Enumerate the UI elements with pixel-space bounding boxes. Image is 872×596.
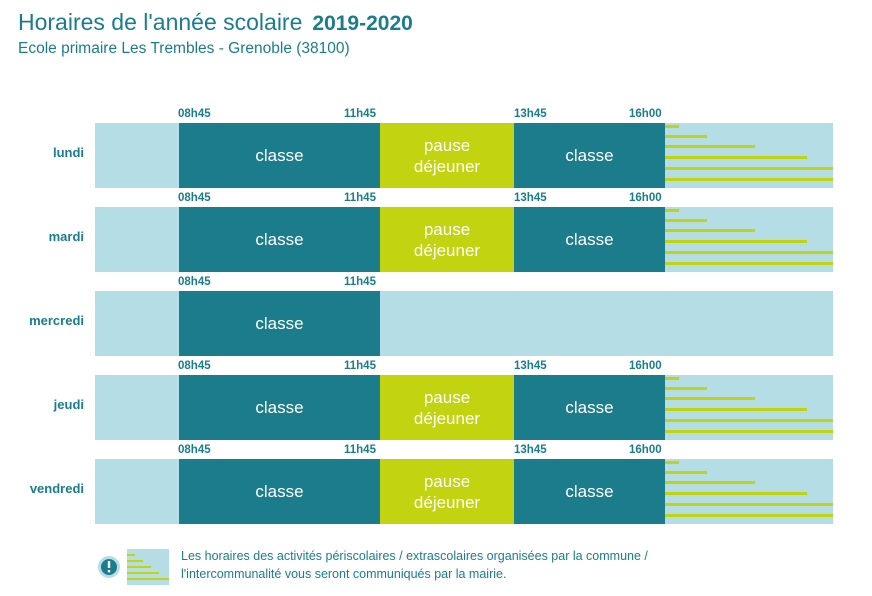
lunch-break-block-label: pause déjeuner [413,387,481,428]
afternoon-class-block-label: classe [565,398,614,417]
afternoon-class-block-label: classe [565,482,614,501]
day-row: classe pause déjeuner classe [95,375,833,440]
periscolaire-bar [665,167,833,170]
title-text: Horaires de l'année scolaire [18,9,303,35]
time-marker: 13h45 [514,108,547,120]
lunch-break-block-label: pause déjeuner [413,135,481,176]
morning-class-block: classe [179,123,380,188]
time-marker: 13h45 [514,444,547,456]
day-label: jeudi [53,397,84,412]
morning-class-block: classe [179,291,380,356]
lunch-break-block: pause déjeuner [380,459,514,524]
time-marker: 11h45 [344,108,376,120]
periscolaire-bar [665,251,833,254]
morning-class-block-label: classe [255,398,304,417]
periscolaire-bar [665,408,807,411]
time-marker: 08h45 [178,276,211,288]
morning-class-block-label: classe [255,146,304,165]
periscolaire-bar [665,430,833,433]
time-marker: 08h45 [178,192,211,204]
morning-class-block: classe [179,459,380,524]
periscolaire-bar [665,156,807,159]
periscolaire-bar [665,209,679,212]
periscolaire-bar [665,503,833,506]
page-subtitle: Ecole primaire Les Trembles - Grenoble (… [18,40,350,57]
lunch-break-block-label: pause déjeuner [413,471,481,512]
periscolaire-bar [665,125,679,128]
legend-note: Les horaires des activités périscolaires… [181,547,781,583]
legend-line-1: Les horaires des activités périscolaires… [181,549,648,563]
afternoon-class-block: classe [514,123,665,188]
day-row: classe [95,291,833,356]
periscolaire-bar [665,481,755,484]
time-marker: 11h45 [344,192,376,204]
periscolaire-bar [665,387,707,390]
afternoon-class-block: classe [514,375,665,440]
periscolaire-bar [665,419,833,422]
periscolaire-bar [665,145,755,148]
time-marker: 11h45 [344,360,376,372]
periscolaire-bar [665,135,707,138]
time-marker: 08h45 [178,444,211,456]
morning-class-block: classe [179,207,380,272]
morning-class-block-label: classe [255,482,304,501]
periscolaire-bar [665,178,833,181]
time-marker: 13h45 [514,360,547,372]
school-year: 2019-2020 [312,12,413,35]
day-row: classe pause déjeuner classe [95,459,833,524]
time-marker: 16h00 [629,444,662,456]
morning-class-block-label: classe [255,314,304,333]
afternoon-class-block: classe [514,459,665,524]
time-marker: 08h45 [178,108,211,120]
day-label: mardi [48,229,84,244]
periscolaire-bar [665,471,707,474]
periscolaire-bar [665,397,755,400]
time-marker: 16h00 [629,108,662,120]
morning-class-block: classe [179,375,380,440]
lunch-break-block-label: pause déjeuner [413,219,481,260]
time-marker: 13h45 [514,192,547,204]
day-label: lundi [52,145,84,160]
lunch-break-block: pause déjeuner [380,207,514,272]
day-row: classe pause déjeuner classe [95,207,833,272]
legend-line-2: l'intercommunalité vous seront communiqu… [181,567,507,581]
lunch-break-block: pause déjeuner [380,123,514,188]
periscolaire-bar [665,240,807,243]
time-marker: 08h45 [178,360,211,372]
time-marker: 16h00 [629,360,662,372]
periscolaire-bar [665,461,679,464]
time-marker: 11h45 [344,276,376,288]
afternoon-class-block: classe [514,207,665,272]
time-marker: 16h00 [629,192,662,204]
day-label: vendredi [29,481,84,496]
page-title: Horaires de l'année scolaire 2019-2020 [18,9,413,36]
periscolaire-bar [665,377,679,380]
periscolaire-bar [665,492,807,495]
periscolaire-bar [665,262,833,265]
periscolaire-bar [665,514,833,517]
lunch-break-block: pause déjeuner [380,375,514,440]
periscolaire-bar [665,229,755,232]
time-marker: 11h45 [344,444,376,456]
periscolaire-bar [665,219,707,222]
afternoon-class-block-label: classe [565,146,614,165]
morning-class-block-label: classe [255,230,304,249]
day-row: classe pause déjeuner classe [95,123,833,188]
afternoon-class-block-label: classe [565,230,614,249]
day-label: mercredi [29,313,84,328]
info-legend-icon [98,549,169,585]
